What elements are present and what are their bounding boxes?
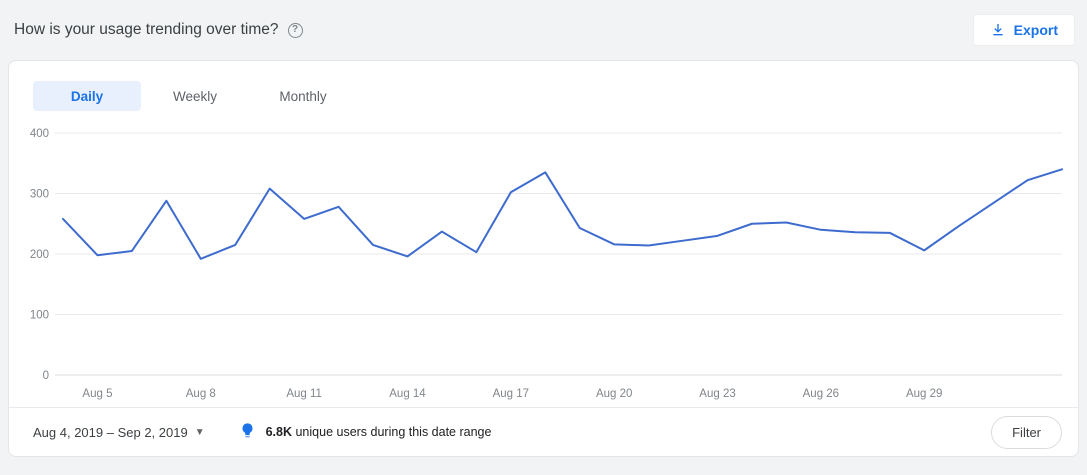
dropdown-caret-icon: ▼ <box>194 427 205 438</box>
insight-text: unique users during this date range <box>295 425 492 439</box>
svg-text:Aug 5: Aug 5 <box>82 388 112 400</box>
svg-text:Aug 20: Aug 20 <box>596 388 632 400</box>
tab-weekly[interactable]: Weekly <box>172 88 217 104</box>
svg-text:300: 300 <box>30 189 49 201</box>
tab-daily[interactable]: Daily <box>33 81 141 111</box>
gridlines <box>55 132 1062 376</box>
svg-text:Aug 17: Aug 17 <box>493 388 529 400</box>
chart-area: 0 100 200 300 400 Aug 5 Aug 8 Aug 11 Aug 14 Aug 1… <box>9 111 1078 407</box>
granularity-tabs: Daily Weekly Monthly <box>9 61 1078 111</box>
card-footer: Aug 4, 2019 – Sep 2, 2019 ▼ 6.8K unique … <box>9 407 1078 456</box>
export-button[interactable]: Export <box>972 14 1075 46</box>
title-wrap: How is your usage trending over time? ? <box>14 21 303 39</box>
date-range-selector[interactable]: Aug 4, 2019 – Sep 2, 2019 ▼ <box>33 425 205 440</box>
svg-text:0: 0 <box>43 370 49 382</box>
svg-text:Aug 29: Aug 29 <box>906 388 942 400</box>
svg-text:Aug 11: Aug 11 <box>286 388 322 400</box>
insight: 6.8K unique users during this date range <box>239 422 492 442</box>
help-icon[interactable]: ? <box>287 22 303 38</box>
usage-line-chart: 0 100 200 300 400 Aug 5 Aug 8 Aug 11 Aug 14 Aug 1… <box>30 128 1063 400</box>
svg-text:400: 400 <box>30 128 49 140</box>
svg-text:200: 200 <box>30 249 49 261</box>
x-axis-labels: Aug 5 Aug 8 Aug 11 Aug 14 Aug 17 Aug 20 Aug 23… <box>82 388 942 400</box>
download-icon <box>990 22 1006 38</box>
usage-trend-line <box>62 168 1063 260</box>
filter-button[interactable]: Filter <box>991 415 1062 449</box>
insight-value: 6.8K <box>265 425 292 439</box>
lightbulb-icon <box>239 422 256 442</box>
svg-text:100: 100 <box>30 310 49 322</box>
y-axis-labels: 0 100 200 300 400 <box>30 128 49 382</box>
svg-text:Aug 26: Aug 26 <box>803 388 839 400</box>
insight-text-wrap: 6.8K unique users during this date range <box>266 425 492 439</box>
date-range-label: Aug 4, 2019 – Sep 2, 2019 <box>33 424 188 440</box>
top-bar: How is your usage trending over time? ? … <box>0 0 1087 60</box>
svg-text:Aug 23: Aug 23 <box>699 388 735 400</box>
svg-text:Aug 14: Aug 14 <box>389 388 426 400</box>
svg-text:Aug 8: Aug 8 <box>186 388 216 400</box>
export-label: Export <box>1013 22 1058 38</box>
tab-monthly[interactable]: Monthly <box>279 88 327 104</box>
page-title: How is your usage trending over time? <box>14 21 279 38</box>
